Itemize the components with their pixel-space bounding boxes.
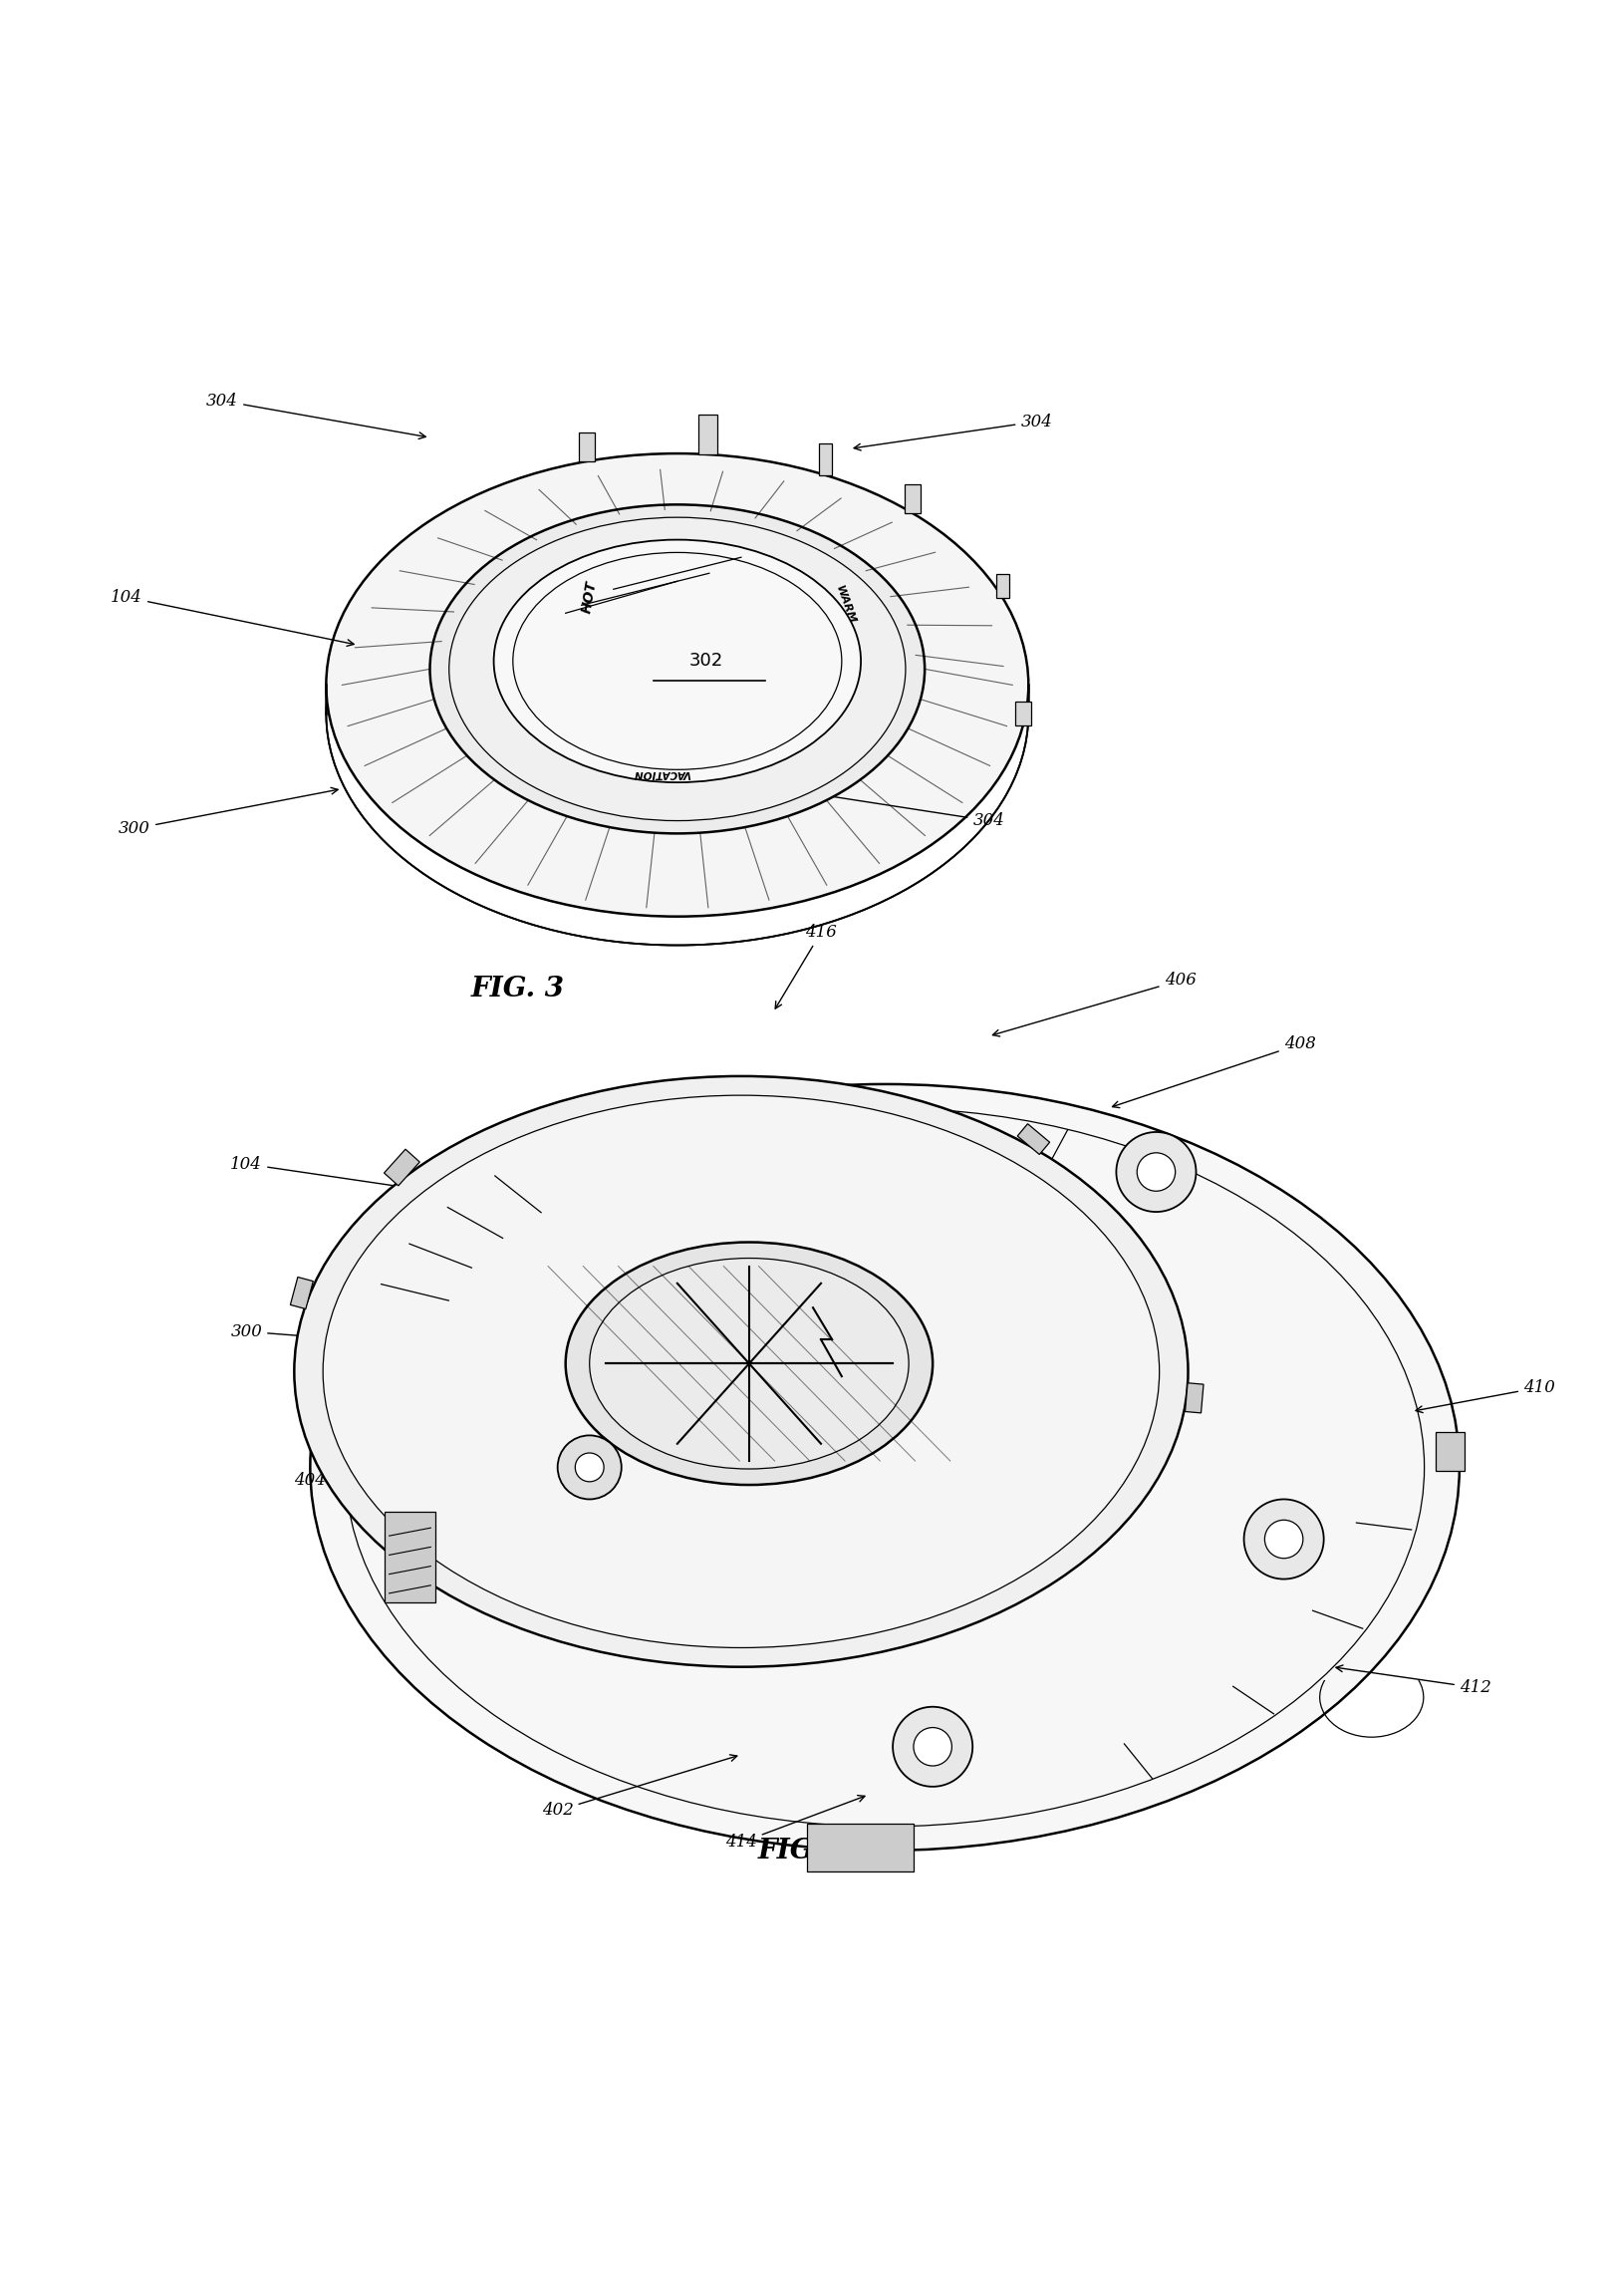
Ellipse shape bbox=[589, 1258, 908, 1469]
Text: 204: 204 bbox=[510, 1538, 753, 1587]
Circle shape bbox=[557, 1435, 621, 1499]
Text: FIG. 4: FIG. 4 bbox=[758, 1837, 852, 1864]
Bar bbox=[905, 484, 921, 512]
Text: 408: 408 bbox=[1113, 1035, 1315, 1107]
Text: 304: 304 bbox=[206, 393, 425, 439]
Ellipse shape bbox=[430, 505, 924, 833]
Ellipse shape bbox=[324, 1095, 1159, 1649]
Bar bbox=[997, 574, 1009, 599]
Ellipse shape bbox=[565, 1242, 932, 1486]
Text: 414: 414 bbox=[724, 1795, 865, 1851]
Circle shape bbox=[575, 1453, 604, 1481]
Text: 104: 104 bbox=[111, 588, 354, 645]
Ellipse shape bbox=[327, 455, 1029, 916]
Polygon shape bbox=[385, 1150, 420, 1185]
Text: 302: 302 bbox=[689, 652, 723, 670]
Text: WARM: WARM bbox=[834, 585, 857, 627]
Polygon shape bbox=[290, 1277, 314, 1309]
Ellipse shape bbox=[494, 540, 861, 783]
Text: 402: 402 bbox=[541, 1754, 737, 1818]
Ellipse shape bbox=[449, 517, 905, 820]
Bar bbox=[578, 432, 594, 461]
Text: 300: 300 bbox=[230, 1322, 449, 1350]
Text: HOT: HOT bbox=[580, 581, 599, 615]
Polygon shape bbox=[1018, 1123, 1050, 1155]
Ellipse shape bbox=[295, 1077, 1188, 1667]
Text: 304: 304 bbox=[853, 413, 1053, 450]
Text: 410: 410 bbox=[1415, 1380, 1555, 1412]
Text: 104: 104 bbox=[230, 1155, 514, 1205]
Circle shape bbox=[1116, 1132, 1196, 1212]
Text: 404: 404 bbox=[295, 1472, 506, 1502]
Text: 300: 300 bbox=[119, 788, 338, 838]
Bar bbox=[1436, 1433, 1463, 1469]
Circle shape bbox=[894, 1706, 972, 1786]
Text: FIG. 3: FIG. 3 bbox=[470, 976, 565, 1003]
Text: 406: 406 bbox=[993, 971, 1196, 1035]
Polygon shape bbox=[1185, 1382, 1204, 1412]
Circle shape bbox=[1137, 1153, 1175, 1192]
Bar bbox=[699, 416, 718, 455]
Circle shape bbox=[1245, 1499, 1323, 1580]
Bar bbox=[1016, 700, 1030, 726]
Bar bbox=[819, 443, 832, 475]
Ellipse shape bbox=[311, 1084, 1459, 1851]
Text: 412: 412 bbox=[1336, 1665, 1491, 1697]
Text: 304: 304 bbox=[818, 792, 1005, 829]
Text: 416: 416 bbox=[776, 923, 837, 1008]
Circle shape bbox=[913, 1727, 952, 1766]
FancyBboxPatch shape bbox=[807, 1823, 913, 1871]
FancyBboxPatch shape bbox=[385, 1511, 435, 1603]
Circle shape bbox=[1265, 1520, 1302, 1559]
Text: VACATION: VACATION bbox=[633, 767, 691, 778]
